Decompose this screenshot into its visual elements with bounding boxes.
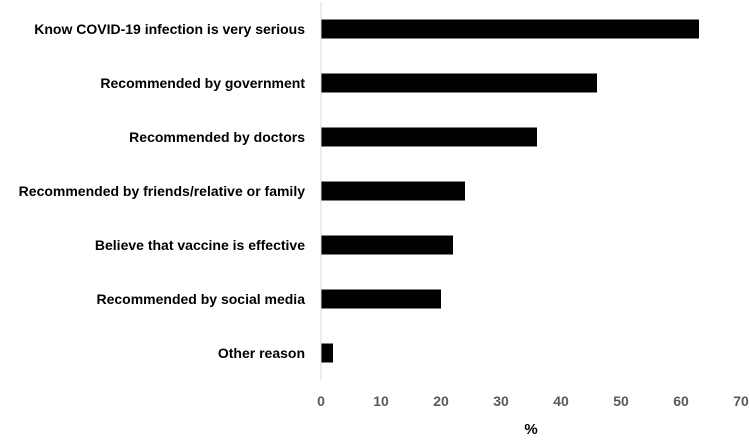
x-tick-label: 0 [317, 393, 325, 409]
x-tick-labels-group: 0 10 20 30 40 50 60 70 [317, 393, 749, 409]
category-label: Recommended by government [100, 75, 305, 91]
bar [321, 181, 465, 201]
x-tick-label: 10 [373, 393, 389, 409]
x-tick-label: 50 [613, 393, 629, 409]
category-label: Know COVID-19 infection is very serious [34, 21, 305, 37]
x-axis-title: % [524, 421, 537, 438]
category-labels-group: Know COVID-19 infection is very serious R… [19, 21, 306, 361]
category-label: Believe that vaccine is effective [95, 237, 305, 253]
x-tick-label: 20 [433, 393, 449, 409]
category-label: Recommended by friends/relative or famil… [19, 183, 306, 199]
category-label: Recommended by doctors [129, 129, 305, 145]
x-tick-label: 70 [733, 393, 749, 409]
category-label: Other reason [218, 345, 305, 361]
x-tick-label: 30 [493, 393, 509, 409]
bar [321, 289, 441, 309]
bar [321, 73, 597, 93]
bar [321, 127, 537, 147]
bar [321, 19, 699, 39]
bar [321, 235, 453, 255]
x-tick-label: 60 [673, 393, 689, 409]
category-label: Recommended by social media [96, 291, 305, 307]
x-tick-label: 40 [553, 393, 569, 409]
bar [321, 343, 333, 363]
bars-group [321, 19, 699, 363]
